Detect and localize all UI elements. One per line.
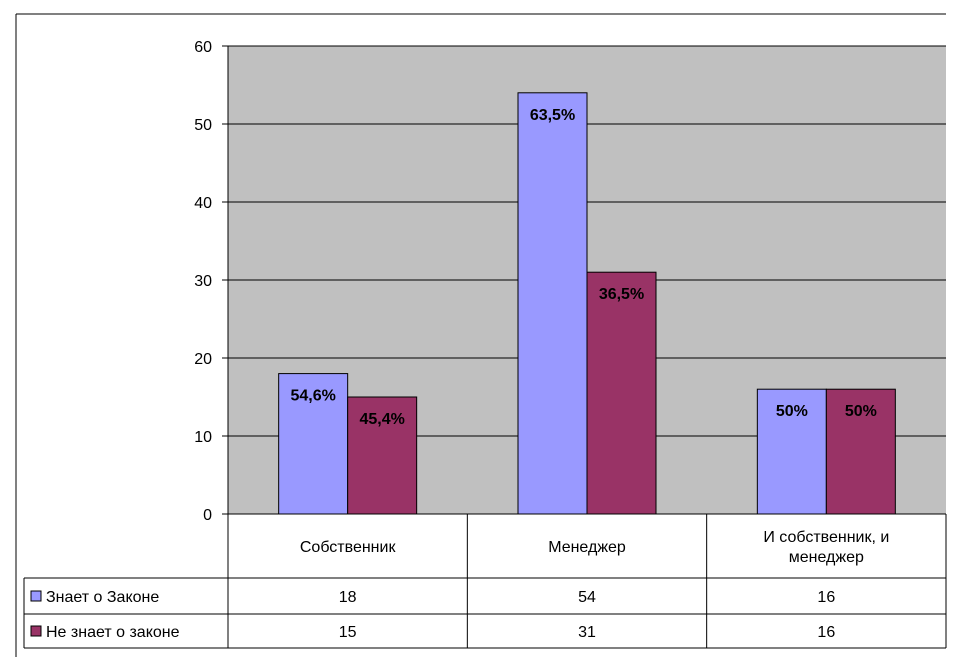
legend-key <box>30 625 42 637</box>
category-label: Собственник <box>300 539 397 556</box>
legend-key <box>30 590 42 602</box>
bar <box>278 373 349 515</box>
data-labels: 54,6% 45,4% 63,5% 36,5% 50% 50% <box>290 107 876 428</box>
data-label: 54,6% <box>290 388 335 405</box>
table-value: 31 <box>578 624 596 641</box>
bar <box>825 388 896 515</box>
category-label: Менеджер <box>548 539 626 556</box>
data-label: 63,5% <box>530 107 575 124</box>
y-tick-label: 50 <box>194 117 212 134</box>
data-label: 45,4% <box>359 411 404 428</box>
table-value: 54 <box>578 589 596 606</box>
bar <box>347 396 418 515</box>
bars <box>278 92 896 515</box>
y-tick-label: 30 <box>194 273 212 290</box>
data-label: 36,5% <box>599 286 644 303</box>
data-label: 50% <box>845 403 877 420</box>
y-tick-label: 0 <box>203 507 212 524</box>
table-value: 16 <box>817 624 835 641</box>
data-table: Собственник Менеджер И собственник, и менед… <box>23 514 947 649</box>
y-tick-label: 10 <box>194 429 212 446</box>
y-axis-ticks: 0 10 20 30 40 50 60 <box>194 39 228 524</box>
table-value: 16 <box>817 589 835 606</box>
legend-label: Не знает о законе <box>46 624 180 641</box>
table-value: 15 <box>339 624 357 641</box>
legend-label: Знает о Законе <box>46 589 159 606</box>
table-value: 18 <box>339 589 357 606</box>
category-label: менеджер <box>789 549 864 566</box>
bar <box>517 92 588 515</box>
chart-frame <box>15 13 946 657</box>
y-tick-label: 60 <box>194 39 212 56</box>
y-tick-label: 40 <box>194 195 212 212</box>
bar <box>586 271 657 515</box>
data-label: 50% <box>776 403 808 420</box>
category-label: И собственник, и <box>763 529 889 546</box>
y-tick-label: 20 <box>194 351 212 368</box>
bar <box>756 388 827 515</box>
